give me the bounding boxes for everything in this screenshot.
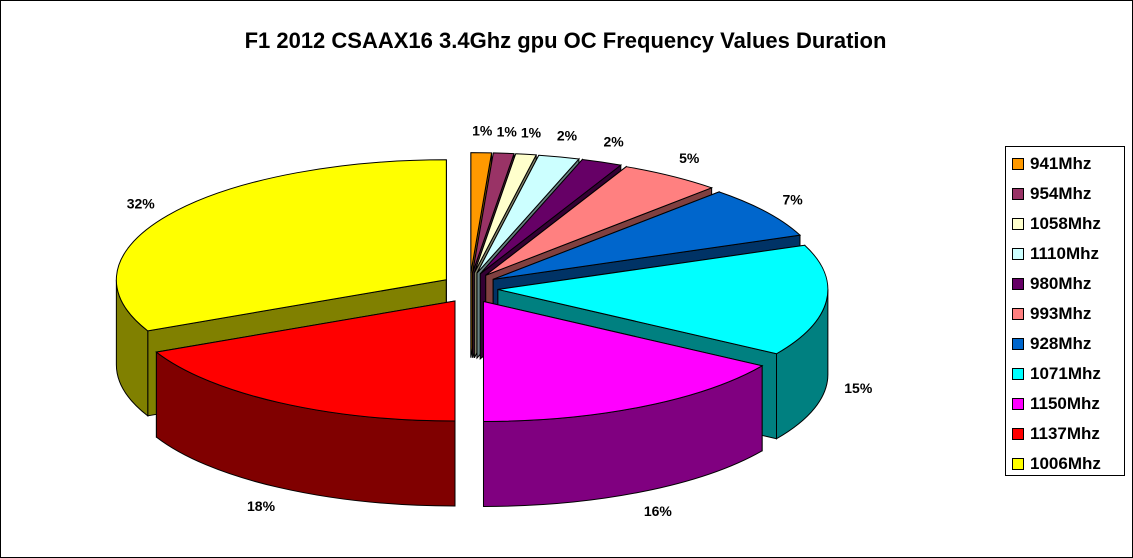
- pct-label-1110Mhz: 2%: [557, 128, 578, 144]
- pie-slice-1137Mhz: [155, 300, 456, 507]
- legend-item: 1006Mhz: [1012, 453, 1101, 475]
- pct-label-1058Mhz: 1%: [521, 125, 542, 141]
- legend-swatch: [1012, 428, 1024, 440]
- legend-label: 993Mhz: [1030, 304, 1092, 323]
- legend-item: 1150Mhz: [1012, 393, 1100, 415]
- legend-item: 1058Mhz: [1012, 213, 1101, 235]
- legend-swatch: [1012, 278, 1024, 290]
- legend-swatch: [1012, 308, 1024, 320]
- legend-swatch: [1012, 368, 1024, 380]
- legend-label: 1006Mhz: [1030, 454, 1101, 473]
- legend-swatch: [1012, 248, 1024, 260]
- pct-label-1137Mhz: 18%: [247, 498, 276, 514]
- pct-label-928Mhz: 7%: [782, 192, 803, 208]
- legend-swatch: [1012, 158, 1024, 170]
- pct-label-941Mhz: 1%: [472, 123, 493, 139]
- legend-label: 954Mhz: [1030, 184, 1092, 203]
- legend: 941Mhz 954Mhz 1058Mhz 1110Mhz 980Mhz 993Mhz 92…: [1005, 146, 1125, 476]
- pie-slice-1150Mhz: [482, 300, 764, 507]
- legend-label: 941Mhz: [1030, 154, 1092, 173]
- legend-swatch: [1012, 458, 1024, 470]
- legend-item: 1137Mhz: [1012, 423, 1100, 445]
- pct-label-954Mhz: 1%: [497, 123, 518, 139]
- legend-item: 941Mhz: [1012, 153, 1091, 175]
- legend-label: 1150Mhz: [1030, 394, 1100, 413]
- legend-item: 980Mhz: [1012, 273, 1091, 295]
- legend-swatch: [1012, 188, 1024, 200]
- legend-swatch: [1012, 398, 1024, 410]
- pct-label-1150Mhz: 16%: [644, 503, 673, 519]
- legend-label: 1058Mhz: [1030, 214, 1101, 233]
- legend-item: 1110Mhz: [1012, 243, 1099, 265]
- pct-label-1006Mhz: 32%: [127, 196, 156, 212]
- legend-item: 993Mhz: [1012, 303, 1091, 325]
- legend-item: 954Mhz: [1012, 183, 1091, 205]
- legend-item: 1071Mhz: [1012, 363, 1101, 385]
- legend-label: 928Mhz: [1030, 334, 1092, 353]
- legend-label: 1071Mhz: [1030, 364, 1101, 383]
- chart-title: F1 2012 CSAAX16 3.4Ghz gpu OC Frequency …: [244, 28, 887, 53]
- pct-label-993Mhz: 5%: [679, 150, 700, 166]
- pct-label-980Mhz: 2%: [603, 134, 624, 150]
- legend-label: 1137Mhz: [1030, 424, 1100, 443]
- legend-item: 928Mhz: [1012, 333, 1091, 355]
- legend-swatch: [1012, 338, 1024, 350]
- legend-label: 980Mhz: [1030, 274, 1092, 293]
- pct-label-1071Mhz: 15%: [844, 380, 873, 396]
- legend-swatch: [1012, 218, 1024, 230]
- legend-label: 1110Mhz: [1030, 244, 1099, 263]
